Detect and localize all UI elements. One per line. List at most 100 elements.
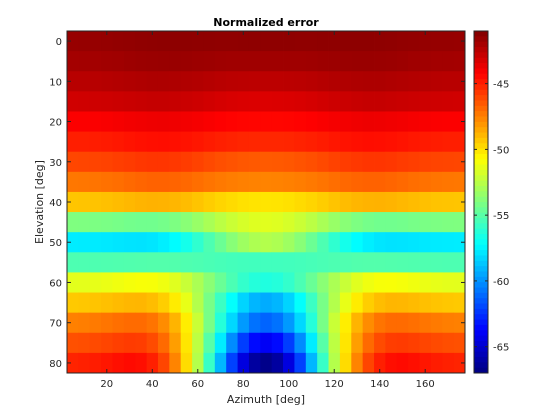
heatmap-cell <box>453 71 466 92</box>
heatmap-cell <box>169 71 182 92</box>
heatmap-cell <box>305 252 318 273</box>
heatmap-cell <box>248 71 261 92</box>
heatmap-cell <box>260 91 273 112</box>
heatmap-cell <box>317 272 329 293</box>
heatmap-cell <box>430 51 443 72</box>
heatmap-cell <box>396 312 409 334</box>
x-tick-label: 60 <box>191 379 204 390</box>
heatmap-cell <box>78 31 91 52</box>
heatmap-cell <box>419 171 432 193</box>
heatmap-cell <box>442 171 455 193</box>
heatmap-cell <box>237 212 250 233</box>
heatmap-cell <box>237 312 250 334</box>
heatmap-cell <box>385 71 398 92</box>
colorbar-segment <box>474 218 488 224</box>
heatmap-cell <box>67 151 79 173</box>
colorbar-segment <box>474 164 488 171</box>
heatmap-cell <box>192 312 204 334</box>
heatmap-cell <box>214 71 227 92</box>
heatmap-cell <box>362 232 375 253</box>
heatmap-cell <box>294 272 307 293</box>
heatmap-cell <box>317 71 329 92</box>
heatmap-cell <box>317 312 329 334</box>
heatmap-cell <box>328 91 341 112</box>
heatmap-cell <box>328 212 341 233</box>
heatmap-cell <box>157 191 170 213</box>
colorbar-segment <box>474 137 488 144</box>
heatmap-cell <box>396 91 409 112</box>
heatmap-cell <box>89 212 102 233</box>
heatmap-cell <box>351 332 364 354</box>
heatmap-cell <box>442 272 455 293</box>
heatmap-cell <box>123 292 136 314</box>
heatmap-cell <box>305 352 318 374</box>
heatmap-cell <box>112 111 125 132</box>
colorbar-segment <box>474 362 488 369</box>
heatmap-cell <box>396 272 409 293</box>
heatmap-cell <box>362 51 375 72</box>
heatmap-cell <box>419 352 432 374</box>
colorbar-tick-label: -50 <box>493 145 509 156</box>
heatmap-cell <box>317 292 329 314</box>
heatmap-cell <box>374 212 386 233</box>
heatmap-cell <box>453 252 466 273</box>
heatmap-cell <box>408 212 420 233</box>
heatmap-cell <box>123 151 136 173</box>
heatmap-cell <box>157 91 170 112</box>
heatmap-cell <box>362 352 375 374</box>
heatmap-cell <box>135 332 147 354</box>
heatmap-cell <box>135 312 147 334</box>
heatmap-cell <box>374 71 386 92</box>
heatmap-cell <box>67 31 79 52</box>
heatmap-cell <box>419 272 432 293</box>
heatmap-cell <box>374 292 386 314</box>
heatmap-cell <box>146 171 159 193</box>
heatmap-cell <box>442 31 455 52</box>
colorbar-segment <box>474 351 488 358</box>
heatmap-cell <box>271 212 284 233</box>
heatmap-cell <box>135 31 147 52</box>
colorbar-segment <box>474 319 488 326</box>
heatmap-cell <box>214 232 227 253</box>
heatmap-cell <box>351 312 364 334</box>
heatmap-cell <box>396 212 409 233</box>
heatmap-cell <box>192 232 204 253</box>
heatmap-cell <box>78 111 91 132</box>
heatmap-cell <box>237 191 250 213</box>
heatmap-cell <box>237 151 250 173</box>
heatmap-cell <box>339 252 352 273</box>
heatmap-cell <box>112 312 125 334</box>
heatmap-cell <box>135 191 147 213</box>
heatmap-cell <box>283 272 295 293</box>
heatmap-cell <box>214 212 227 233</box>
heatmap-cell <box>203 151 216 173</box>
colorbar-segment <box>474 116 488 123</box>
colorbar-segment <box>474 95 488 101</box>
heatmap-cell <box>283 232 295 253</box>
heatmap-cell <box>123 111 136 132</box>
heatmap-cell <box>78 272 91 293</box>
heatmap-cell <box>135 111 147 132</box>
heatmap-cell <box>226 91 238 112</box>
heatmap-cell <box>192 191 204 213</box>
heatmap-cell <box>430 171 443 193</box>
heatmap-cell <box>362 212 375 233</box>
heatmap-cell <box>67 91 79 112</box>
colorbar-segment <box>474 314 488 321</box>
heatmap-cell <box>339 272 352 293</box>
heatmap-cell <box>203 71 216 92</box>
heatmap-cell <box>78 51 91 72</box>
heatmap-cell <box>169 131 182 153</box>
heatmap-cell <box>237 252 250 273</box>
heatmap-cell <box>430 332 443 354</box>
colorbar-segment <box>474 159 488 166</box>
heatmap-cell <box>101 191 113 213</box>
x-tick-label: 140 <box>370 379 389 390</box>
heatmap-cell <box>351 191 364 213</box>
colorbar-segment <box>474 79 488 85</box>
heatmap-cell <box>192 131 204 153</box>
heatmap-cell <box>237 131 250 153</box>
heatmap-cell <box>78 191 91 213</box>
heatmap-cell <box>271 252 284 273</box>
heatmap-cell <box>260 191 273 213</box>
